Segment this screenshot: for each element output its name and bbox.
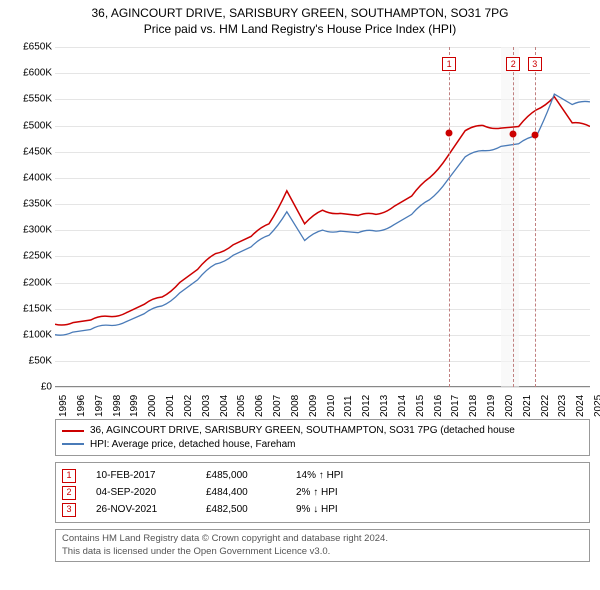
event-date-3: 26-NOV-2021 xyxy=(96,501,186,518)
event-line xyxy=(535,47,536,387)
legend-label-2: HPI: Average price, detached house, Fare… xyxy=(90,438,296,452)
legend-label-1: 36, AGINCOURT DRIVE, SARISBURY GREEN, SO… xyxy=(90,424,515,438)
title-block: 36, AGINCOURT DRIVE, SARISBURY GREEN, SO… xyxy=(0,0,600,39)
y-tick-label: £450K xyxy=(10,146,52,157)
y-tick-label: £200K xyxy=(10,277,52,288)
y-tick-label: £500K xyxy=(10,120,52,131)
footer: Contains HM Land Registry data © Crown c… xyxy=(55,529,590,562)
event-marker: 1 xyxy=(442,57,456,71)
event-marker: 3 xyxy=(528,57,542,71)
footer-line-1: Contains HM Land Registry data © Crown c… xyxy=(62,533,583,545)
title-line-1: 36, AGINCOURT DRIVE, SARISBURY GREEN, SO… xyxy=(10,6,590,22)
y-tick-label: £100K xyxy=(10,329,52,340)
y-tick-label: £250K xyxy=(10,251,52,262)
gridline xyxy=(55,387,590,388)
y-tick-label: £650K xyxy=(10,42,52,53)
event-date-1: 10-FEB-2017 xyxy=(96,467,186,484)
event-num-2: 2 xyxy=(62,486,76,500)
y-tick-label: £0 xyxy=(10,382,52,393)
event-row-3: 3 26-NOV-2021 £482,500 9% ↓ HPI xyxy=(62,501,583,518)
price-point xyxy=(510,131,517,138)
events-table: 1 10-FEB-2017 £485,000 14% ↑ HPI 2 04-SE… xyxy=(55,462,590,523)
legend-item-1: 36, AGINCOURT DRIVE, SARISBURY GREEN, SO… xyxy=(62,424,583,438)
event-num-1: 1 xyxy=(62,469,76,483)
event-date-2: 04-SEP-2020 xyxy=(96,484,186,501)
event-num-3: 3 xyxy=(62,503,76,517)
chart-area: £0 £50K £100K £150K £200K £250K £300K £350K £400… xyxy=(10,47,590,417)
event-price-3: £482,500 xyxy=(206,501,276,518)
legend-item-2: HPI: Average price, detached house, Fare… xyxy=(62,438,583,452)
legend-swatch-2 xyxy=(62,443,84,445)
event-marker: 2 xyxy=(506,57,520,71)
y-tick-label: £600K xyxy=(10,68,52,79)
event-delta-1: 14% ↑ HPI xyxy=(296,467,376,484)
plot-area xyxy=(55,47,590,387)
y-tick-label: £400K xyxy=(10,172,52,183)
event-delta-2: 2% ↑ HPI xyxy=(296,484,376,501)
price-point xyxy=(446,130,453,137)
event-line xyxy=(513,47,514,387)
y-tick-label: £350K xyxy=(10,199,52,210)
y-tick-label: £550K xyxy=(10,94,52,105)
event-line xyxy=(449,47,450,387)
price-point xyxy=(531,132,538,139)
y-tick-label: £150K xyxy=(10,303,52,314)
event-row-1: 1 10-FEB-2017 £485,000 14% ↑ HPI xyxy=(62,467,583,484)
event-delta-3: 9% ↓ HPI xyxy=(296,501,376,518)
chart-container: 36, AGINCOURT DRIVE, SARISBURY GREEN, SO… xyxy=(0,0,600,590)
event-price-2: £484,400 xyxy=(206,484,276,501)
event-price-1: £485,000 xyxy=(206,467,276,484)
footer-line-2: This data is licensed under the Open Gov… xyxy=(62,546,583,558)
title-line-2: Price paid vs. HM Land Registry's House … xyxy=(10,22,590,38)
legend: 36, AGINCOURT DRIVE, SARISBURY GREEN, SO… xyxy=(55,419,590,456)
legend-swatch-1 xyxy=(62,430,84,432)
y-tick-label: £50K xyxy=(10,356,52,367)
series-line xyxy=(55,94,590,335)
line-series xyxy=(55,47,590,387)
y-tick-label: £300K xyxy=(10,225,52,236)
event-row-2: 2 04-SEP-2020 £484,400 2% ↑ HPI xyxy=(62,484,583,501)
